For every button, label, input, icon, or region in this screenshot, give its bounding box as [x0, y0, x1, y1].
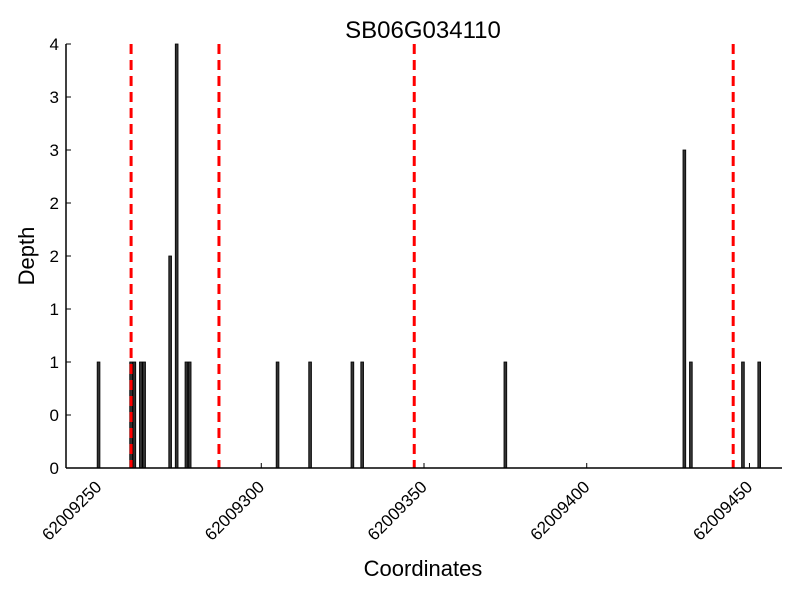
- bar: [350, 361, 355, 469]
- chart-title: SB06G034110: [345, 17, 501, 44]
- bar: [187, 361, 192, 469]
- x-tick-label: 62009350: [364, 477, 431, 544]
- x-axis: 62009250 62009300 62009350 62009400 62009450: [38, 463, 756, 544]
- y-tick-label: 1: [50, 353, 59, 372]
- x-tick-label: 62009250: [38, 477, 105, 544]
- bar: [184, 361, 189, 469]
- x-axis-label: Coordinates: [364, 556, 483, 581]
- y-tick-label: 0: [50, 459, 59, 478]
- bar: [503, 361, 508, 469]
- bar: [689, 361, 693, 469]
- y-tick-label: 1: [50, 300, 59, 319]
- x-tick-label: 62009450: [689, 477, 756, 544]
- bar: [360, 361, 364, 469]
- x-tick-label: 62009300: [201, 477, 268, 544]
- y-tick-label: 3: [50, 141, 59, 160]
- y-axis-label: Depth: [14, 227, 39, 286]
- y-tick-label: 2: [50, 194, 59, 213]
- bar: [741, 361, 745, 469]
- bar-series: [96, 43, 762, 469]
- y-tick-label: 3: [50, 88, 59, 107]
- y-axis: 0 0 1 1 2 2 3 3 4: [50, 35, 71, 478]
- bar: [275, 361, 280, 469]
- bar: [132, 361, 137, 469]
- bar: [168, 255, 172, 469]
- y-tick-label: 0: [50, 406, 59, 425]
- marker-lines: [129, 44, 735, 468]
- bar: [96, 361, 101, 469]
- bar: [682, 149, 687, 469]
- bar: [757, 361, 762, 469]
- y-tick-label: 2: [50, 247, 59, 266]
- bar: [142, 361, 146, 469]
- x-tick-label: 62009400: [527, 477, 594, 544]
- bar: [139, 361, 143, 469]
- bar: [308, 361, 312, 469]
- bar: [174, 43, 179, 469]
- y-tick-label: 4: [50, 35, 59, 54]
